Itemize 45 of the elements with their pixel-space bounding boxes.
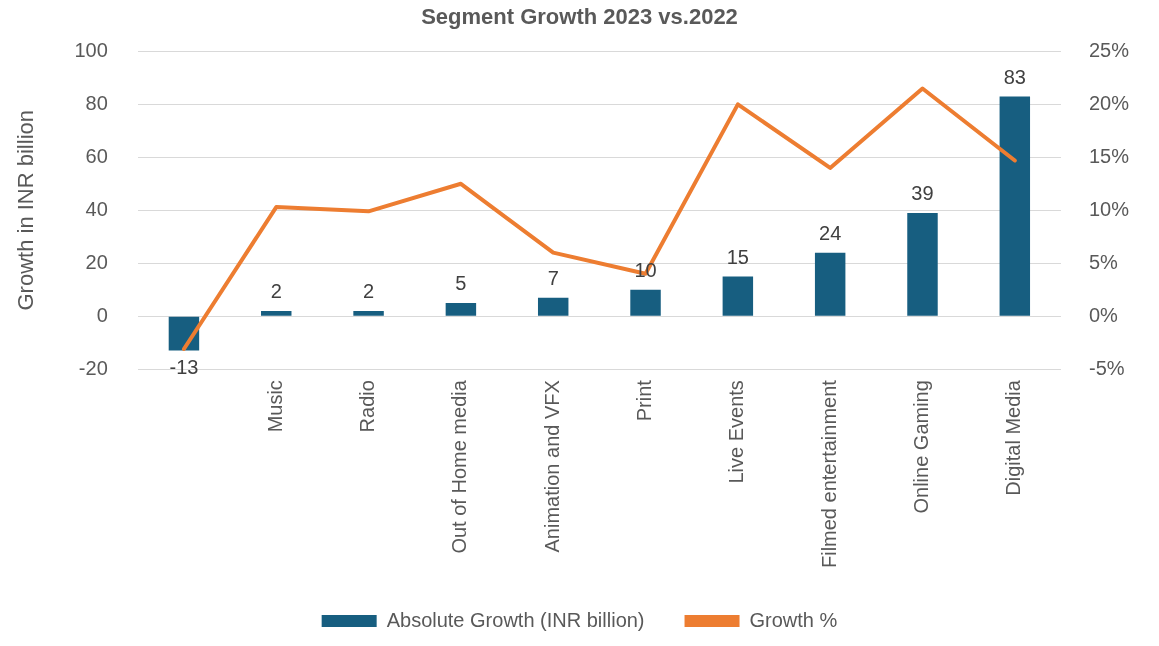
y2-tick-label: -5% (1088, 356, 1125, 379)
data-label: 2 (270, 280, 282, 303)
data-label: 24 (819, 222, 842, 245)
data-label: 83 (1003, 65, 1026, 88)
x-tick-label: Filmed entertainment (817, 379, 840, 569)
x-tick-label: Online Gaming (910, 380, 933, 514)
bar (445, 302, 477, 316)
data-label: 2 (363, 280, 375, 303)
y-tick-label: 60 (85, 144, 108, 167)
data-label: 39 (911, 182, 934, 205)
bar (537, 297, 569, 316)
data-label: 5 (455, 272, 467, 295)
x-tick-label: Radio (356, 380, 379, 433)
y2-tick-label: 0% (1088, 303, 1119, 326)
data-label: 7 (547, 267, 559, 290)
bar (722, 276, 754, 316)
bar (999, 96, 1031, 316)
legend-label: Absolute Growth (INR billion) (386, 608, 645, 631)
x-tick-label: Out of Home media (448, 379, 471, 554)
y-tick-label: 20 (85, 250, 108, 273)
bar (907, 212, 938, 316)
y-tick-label: -20 (78, 356, 108, 379)
x-tick-label: Print (633, 379, 656, 422)
x-tick-label: Digital Media (1002, 379, 1025, 496)
y-tick-label: 0 (96, 303, 108, 326)
y-tick-label: 100 (74, 38, 108, 61)
y2-tick-label: 15% (1088, 144, 1130, 167)
data-label: -13 (169, 356, 199, 379)
bar (814, 252, 846, 316)
chart-title: Segment Growth 2023 vs.2022 (421, 4, 738, 30)
y-tick-label: 80 (85, 91, 108, 114)
y2-tick-label: 20% (1088, 91, 1130, 114)
legend-label: Growth % (749, 608, 838, 631)
y2-tick-label: 25% (1088, 38, 1130, 61)
x-tick-label: Animation and VFX (540, 380, 563, 553)
bar (261, 310, 292, 316)
x-tick-label: Live Events (725, 380, 748, 484)
x-tick-label: Music (263, 380, 286, 433)
y2-tick-label: 5% (1088, 250, 1119, 273)
y-tick-label: 40 (85, 197, 108, 220)
bar (353, 310, 384, 316)
y2-tick-label: 10% (1088, 197, 1130, 220)
y-axis-title: Growth in INR billion (13, 110, 39, 311)
data-label: 15 (726, 245, 749, 268)
bar (630, 289, 661, 316)
